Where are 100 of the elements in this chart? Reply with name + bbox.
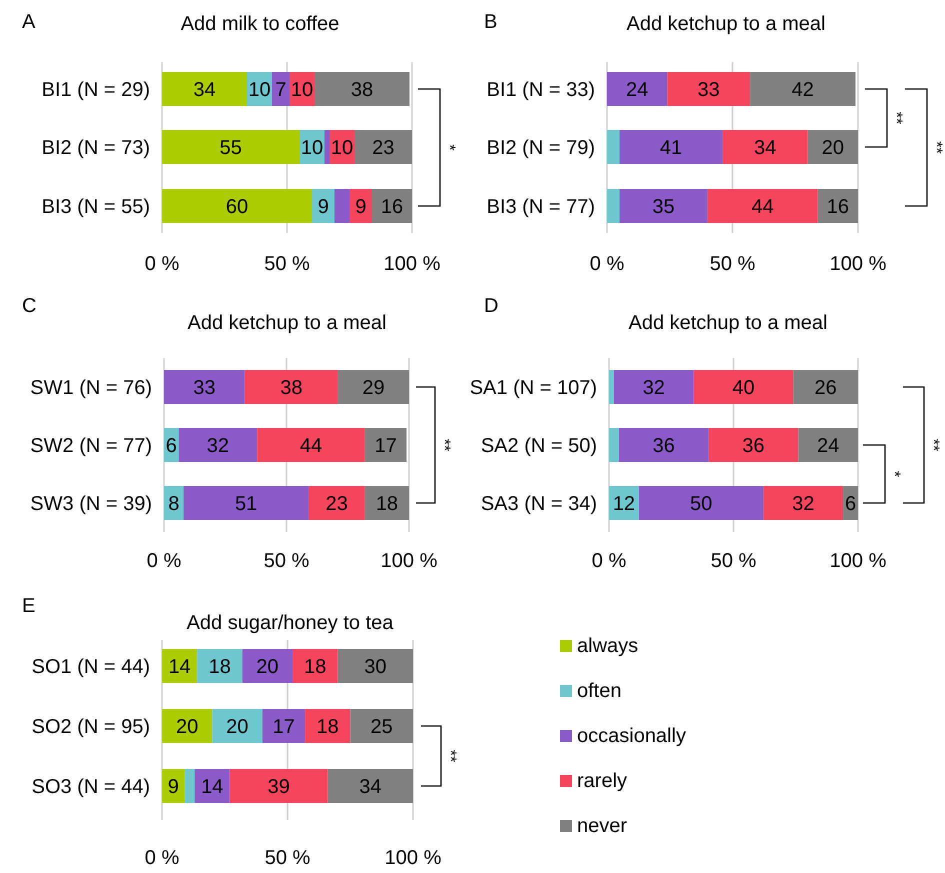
bar: [230, 769, 328, 803]
bar: [184, 486, 309, 520]
data-label: 60: [226, 196, 248, 218]
data-label: 34: [193, 79, 216, 101]
bar: [184, 769, 195, 803]
x-tick-label: 100 %: [380, 550, 438, 572]
x-tick-label: 0 %: [144, 253, 180, 275]
legend-label: occasionally: [577, 725, 686, 747]
text: **: [441, 750, 458, 762]
data-label: 44: [751, 196, 774, 218]
bar: [364, 486, 409, 520]
bar: [308, 486, 365, 520]
x-tick-label: 0 %: [144, 847, 180, 869]
bar: [162, 130, 300, 164]
x-tick-label: 0 %: [590, 253, 624, 275]
data-label: 24: [626, 79, 648, 101]
bar: [793, 370, 858, 404]
bar: [614, 370, 694, 404]
legend-label: often: [577, 680, 622, 702]
bar: [312, 189, 334, 223]
x-tick-label: 100 %: [830, 550, 887, 572]
bar: [364, 428, 407, 462]
bar: [338, 649, 413, 683]
y-tick-label: BI3 (N = 77): [486, 196, 595, 218]
text: **: [927, 141, 944, 154]
bar: [763, 486, 844, 520]
data-label: 8: [168, 493, 180, 515]
bar: [638, 486, 764, 520]
x-tick-label: 100 %: [384, 253, 441, 275]
y-tick-label: BI1 (N = 33): [486, 79, 595, 101]
data-label: 20: [226, 716, 248, 738]
data-label: 35: [652, 196, 675, 218]
y-tick-label: SO3 (N = 44): [32, 776, 150, 798]
y-tick-label: BI2 (N = 79): [486, 137, 595, 159]
data-label: 10: [300, 137, 324, 159]
bar: [244, 370, 338, 404]
text: *: [440, 144, 458, 151]
data-label: 33: [698, 79, 720, 101]
y-tick-label: SW3 (N = 39): [30, 493, 152, 515]
bar: [798, 428, 858, 462]
legend-label: rarely: [577, 770, 628, 792]
y-tick-label: SA2 (N = 50): [480, 435, 597, 457]
text: **: [924, 438, 942, 452]
data-label: 55: [220, 137, 242, 159]
bar: [722, 130, 808, 164]
data-label: 38: [280, 377, 303, 399]
x-tick-label: 50 %: [710, 253, 756, 275]
bar: [620, 130, 722, 164]
data-label: 12: [612, 493, 636, 515]
bar: [262, 709, 306, 743]
x-tick-label: 50 %: [710, 550, 757, 572]
data-label: 39: [268, 776, 290, 798]
text: **: [887, 112, 904, 124]
text: A: [22, 11, 36, 33]
data-label: 7: [275, 79, 286, 101]
data-label: 42: [792, 79, 814, 101]
bar: [334, 189, 350, 223]
data-label: 10: [290, 79, 314, 101]
bar: [272, 72, 290, 106]
bar: [707, 189, 818, 223]
data-label: 41: [660, 137, 682, 159]
bar: [607, 189, 620, 223]
bar: [338, 370, 409, 404]
data-label: 10: [248, 79, 271, 101]
bar: [607, 130, 620, 164]
data-label: 30: [364, 656, 386, 678]
bar: [354, 130, 412, 164]
bar: [292, 649, 338, 683]
bar: [162, 189, 312, 223]
y-tick-label: SO2 (N = 95): [32, 716, 150, 738]
data-label: 51: [234, 493, 258, 515]
bar: [708, 428, 798, 462]
chart-title: Add milk to coffee: [180, 13, 340, 35]
data-label: 18: [376, 493, 398, 515]
text: *: [885, 470, 902, 478]
bar: [694, 370, 794, 404]
data-label: 9: [168, 776, 179, 798]
data-label: 6: [166, 435, 177, 457]
legend-label: always: [577, 635, 638, 657]
data-label: 18: [208, 656, 231, 678]
data-label: 36: [652, 435, 675, 457]
bar: [162, 649, 198, 683]
x-tick-label: 50 %: [264, 550, 310, 572]
data-label: 6: [844, 493, 856, 515]
bar: [618, 428, 709, 462]
text: **: [435, 438, 452, 452]
bar: [212, 709, 262, 743]
bar: [314, 72, 410, 106]
data-label: 14: [201, 776, 224, 798]
data-label: 14: [168, 656, 191, 678]
x-tick-label: 100 %: [830, 253, 887, 275]
data-label: 36: [742, 435, 765, 457]
data-label: 32: [642, 377, 665, 399]
data-label: 25: [370, 716, 393, 738]
data-label: 32: [792, 493, 814, 515]
x-tick-label: 0 %: [146, 550, 182, 572]
bar: [194, 769, 230, 803]
bar: [257, 428, 365, 462]
data-label: 17: [374, 435, 397, 457]
y-tick-label: BI1 (N = 29): [42, 79, 150, 101]
